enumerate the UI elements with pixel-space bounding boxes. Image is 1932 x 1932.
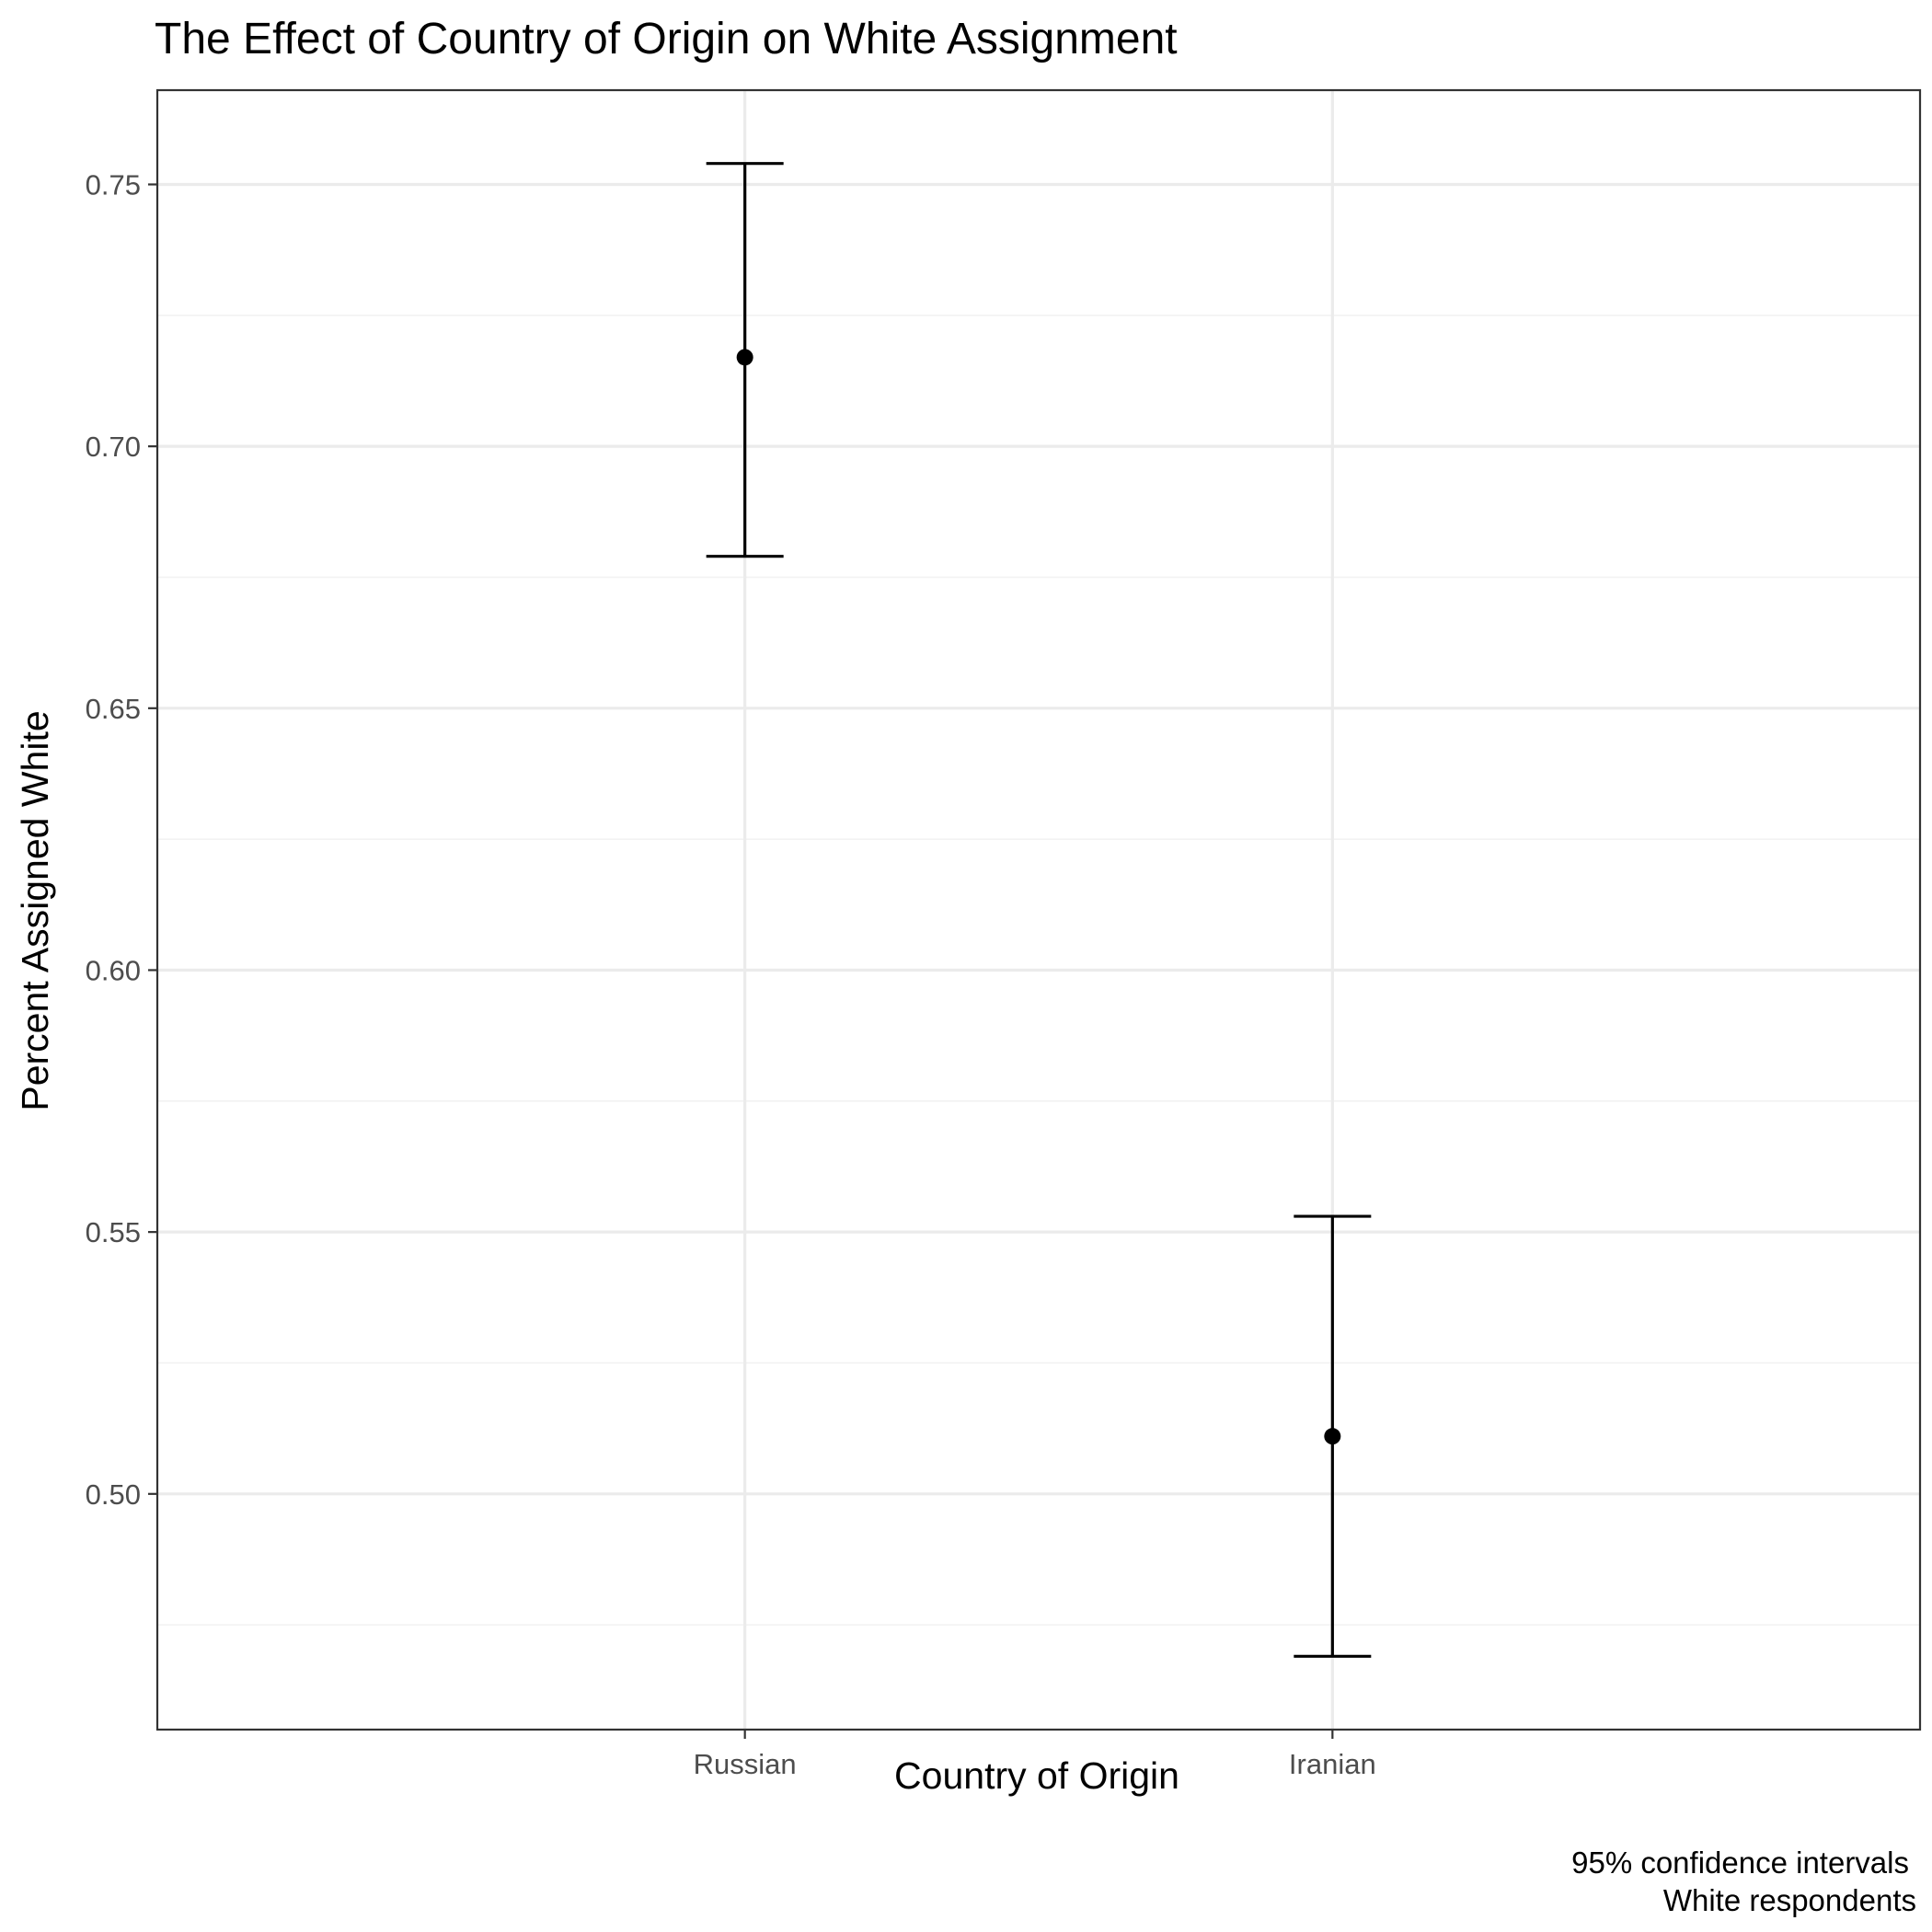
chart-title: The Effect of Country of Origin on White… [155,15,1178,63]
y-tick-label: 0.75 [86,168,141,201]
caption-line-1: 95% confidence intervals [1571,1846,1909,1880]
x-tick-label: Iranian [1289,1748,1376,1780]
x-axis-label: Country of Origin [894,1754,1179,1797]
data-point-iranian [1324,1428,1341,1445]
data-point-russian [736,349,753,366]
y-tick-label: 0.70 [86,431,141,463]
error-bars [706,162,1372,1658]
y-tick-label: 0.55 [86,1216,141,1248]
y-tick-label: 0.65 [86,693,141,725]
axes: 0.50 0.55 0.60 0.65 0.70 0.75 Russian Iranian [86,168,1376,1780]
y-tick-label: 0.60 [86,954,141,986]
y-axis-label: Percent Assigned White [14,710,56,1110]
y-tick-label: 0.50 [86,1478,141,1511]
panel-border [155,88,1922,1731]
x-tick-label: Russian [694,1748,797,1780]
caption-line-2: White respondents [1663,1883,1916,1917]
